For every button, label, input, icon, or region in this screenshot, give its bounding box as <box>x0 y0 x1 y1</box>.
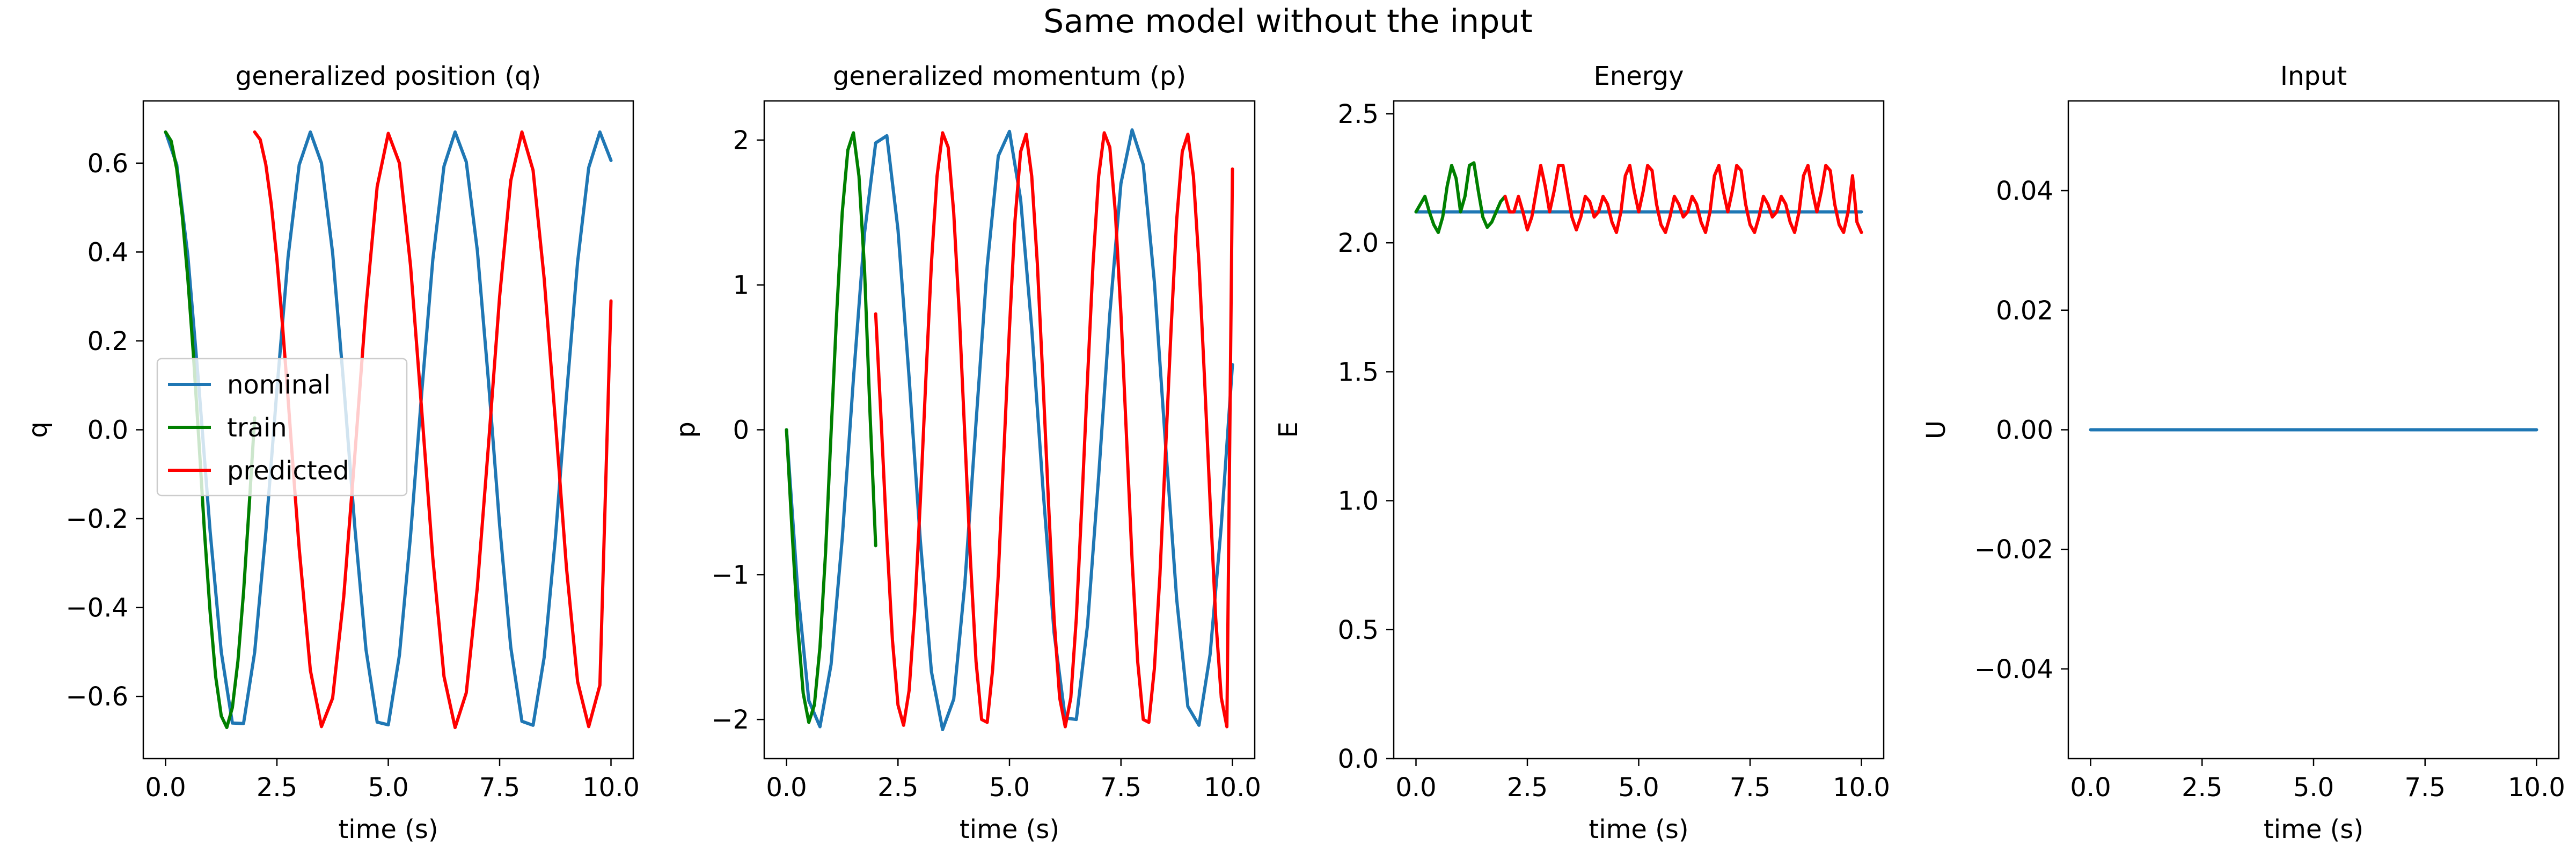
subplot-title: generalized momentum (p) <box>833 61 1186 91</box>
y-tick-label: 0.2 <box>87 326 128 356</box>
y-tick-label: 0.0 <box>1338 744 1379 774</box>
y-tick-label: −0.02 <box>1974 535 2053 565</box>
subplot-title: Energy <box>1593 61 1684 91</box>
y-tick-label: −0.2 <box>65 504 128 534</box>
series-line-train <box>164 130 257 730</box>
series-line-train <box>785 131 877 724</box>
legend-label-predicted: predicted <box>227 456 349 486</box>
x-axis-label: time (s) <box>338 814 438 845</box>
y-axis-label: q <box>23 421 53 438</box>
subplot-4: 0.0 2.5 5.0 7.5 10.0 −0.04 −0.02 0.00 0.02 0.04 In… <box>1921 61 2565 845</box>
y-tick-label: 0 <box>733 416 749 446</box>
legend-box <box>156 358 408 497</box>
x-tick-label: 10.0 <box>1833 773 1890 803</box>
series-group <box>1414 161 1863 234</box>
y-tick-label: 0.00 <box>1996 416 2053 446</box>
y-tick-label: −1 <box>711 560 749 590</box>
series-line-train <box>1414 161 1507 234</box>
y-axis-label: U <box>1921 420 1951 439</box>
figure-suptitle: Same model without the input <box>1043 3 1533 40</box>
x-tick-label: 7.5 <box>1730 773 1770 803</box>
series-line-predicted <box>1503 164 1863 234</box>
legend-label-nominal: nominal <box>227 370 331 400</box>
x-tick-label: 5.0 <box>989 773 1030 803</box>
y-tick-label: 0.6 <box>87 149 128 179</box>
legend-label-train: train <box>227 413 287 443</box>
subplot-title: Input <box>2280 61 2347 91</box>
series-line-nominal <box>164 130 613 727</box>
x-tick-label: 0.0 <box>2070 773 2111 803</box>
x-tick-label: 2.5 <box>2182 773 2222 803</box>
y-tick-label: −0.04 <box>1974 654 2053 685</box>
series-line-nominal <box>785 128 1234 731</box>
x-tick-label: 5.0 <box>1618 773 1659 803</box>
y-tick-label: 2 <box>733 126 749 156</box>
x-tick-label: 5.0 <box>368 773 408 803</box>
y-axis-label: E <box>1274 421 1304 438</box>
x-tick-label: 0.0 <box>1395 773 1436 803</box>
y-tick-label: 0.4 <box>87 237 128 267</box>
legend: nominal train predicted <box>156 358 408 497</box>
x-tick-label: 0.0 <box>145 773 186 803</box>
y-tick-label: 0.04 <box>1996 176 2053 206</box>
x-tick-label: 7.5 <box>1101 773 1141 803</box>
subplot-2: 0.0 2.5 5.0 7.5 10.0 −2 −1 0 1 2 generalized momen… <box>671 61 1261 845</box>
x-axis-label: time (s) <box>1589 814 1688 845</box>
subplot-1: 0.0 2.5 5.0 7.5 10.0 −0.6 −0.4 −0.2 0.0 0.2 0.4 0.6… <box>23 61 640 845</box>
y-tick-label: 2.5 <box>1338 99 1379 129</box>
x-tick-label: 7.5 <box>2405 773 2446 803</box>
y-tick-label: −2 <box>711 705 749 735</box>
y-tick-label: 0.5 <box>1338 615 1379 645</box>
y-tick-label: 1.5 <box>1338 357 1379 387</box>
x-tick-label: 7.5 <box>479 773 520 803</box>
x-tick-label: 0.0 <box>766 773 807 803</box>
x-axis-label: time (s) <box>2264 814 2363 845</box>
y-tick-label: 1 <box>733 271 749 301</box>
subplot-3: 0.0 2.5 5.0 7.5 10.0 0.0 0.5 1.0 1.5 2.0 2.5 Energy… <box>1274 61 1890 845</box>
subplot-title: generalized position (q) <box>236 61 541 91</box>
y-tick-label: 2.0 <box>1338 228 1379 258</box>
y-tick-label: 0.0 <box>87 416 128 446</box>
x-tick-label: 2.5 <box>1507 773 1548 803</box>
x-tick-label: 10.0 <box>582 773 640 803</box>
y-axis-label: p <box>671 421 701 438</box>
x-tick-label: 2.5 <box>257 773 297 803</box>
series-line-predicted <box>874 131 1234 729</box>
y-tick-label: −0.4 <box>65 593 128 623</box>
x-tick-label: 2.5 <box>877 773 918 803</box>
y-tick-label: 1.0 <box>1338 486 1379 516</box>
series-group <box>785 128 1234 731</box>
x-tick-label: 5.0 <box>2293 773 2334 803</box>
x-tick-label: 10.0 <box>2508 773 2565 803</box>
x-axis-label: time (s) <box>960 814 1059 845</box>
y-tick-label: −0.6 <box>65 682 128 712</box>
x-tick-label: 10.0 <box>1204 773 1261 803</box>
subplot-grid: 0.0 2.5 5.0 7.5 10.0−0.6−0.4−0.20.00.20.40.6… <box>23 61 2565 845</box>
y-tick-label: 0.02 <box>1996 296 2053 326</box>
